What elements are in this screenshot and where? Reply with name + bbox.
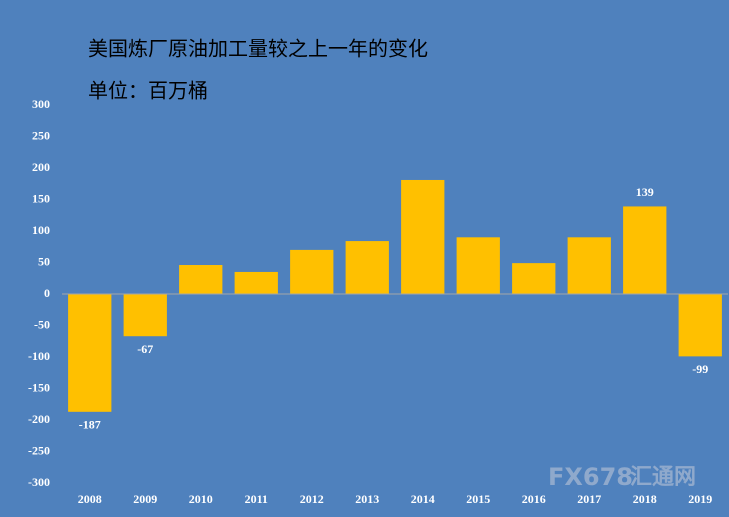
y-tick-label: -250: [28, 443, 50, 457]
watermark: FX678: [548, 463, 633, 491]
x-tick-label: 2013: [355, 492, 379, 506]
chart-title: 美国炼厂原油加工量较之上一年的变化: [88, 37, 428, 61]
y-tick-label: 200: [32, 160, 50, 174]
bar: [290, 249, 334, 294]
y-tick-label: 100: [32, 223, 50, 237]
bar: [456, 237, 500, 294]
y-tick-label: -200: [28, 412, 50, 426]
x-tick-label: 2008: [78, 492, 102, 506]
y-tick-label: -300: [28, 475, 50, 489]
bar: [678, 294, 722, 357]
x-tick-label: 2018: [633, 492, 657, 506]
y-tick-label: -50: [34, 317, 50, 331]
bar: [623, 206, 667, 294]
data-label: -187: [79, 418, 101, 432]
x-tick-label: 2015: [466, 492, 490, 506]
bar: [68, 294, 112, 412]
x-tick-label: 2010: [189, 492, 213, 506]
bar: [345, 241, 389, 294]
y-tick-label: 150: [32, 191, 50, 205]
y-tick-label: 250: [32, 128, 50, 142]
x-tick-label: 2014: [411, 492, 435, 506]
bar: [234, 271, 278, 294]
x-tick-label: 2009: [133, 492, 157, 506]
x-tick-label: 2011: [245, 492, 268, 506]
bar: [179, 265, 223, 294]
y-tick-label: 0: [44, 286, 50, 300]
x-tick-label: 2017: [577, 492, 601, 506]
bar: [512, 263, 556, 294]
watermark: 汇通网: [630, 465, 696, 490]
x-tick-label: 2019: [688, 492, 712, 506]
data-label: 139: [636, 185, 654, 199]
data-label: -99: [692, 362, 708, 376]
bar: [401, 179, 445, 294]
y-tick-label: 50: [38, 254, 50, 268]
x-tick-label: 2016: [522, 492, 546, 506]
y-tick-label: -100: [28, 349, 50, 363]
x-tick-label: 2012: [300, 492, 324, 506]
bar: [123, 294, 167, 337]
chart-subtitle: 单位：百万桶: [88, 79, 208, 103]
data-label: -67: [137, 342, 153, 356]
bar: [567, 237, 611, 294]
y-tick-label: -150: [28, 380, 50, 394]
y-tick-label: 300: [32, 97, 50, 111]
